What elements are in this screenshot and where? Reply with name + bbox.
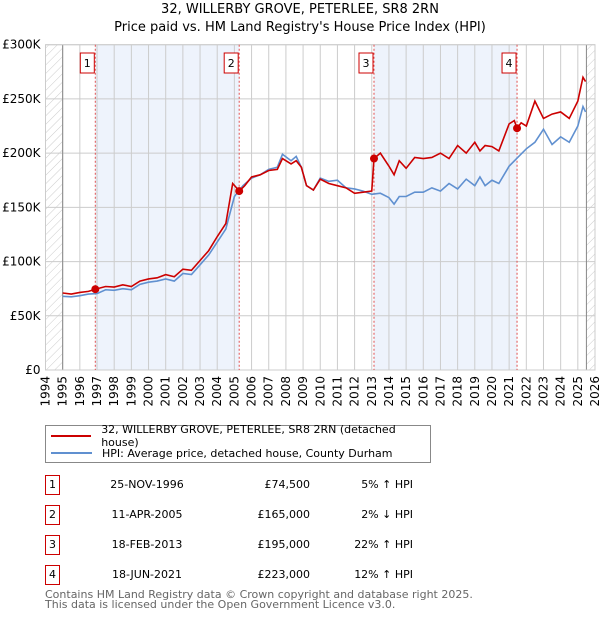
x-tick-label: 2006 bbox=[245, 376, 259, 407]
x-tick-label: 2018 bbox=[451, 376, 465, 407]
sale-number: 3 bbox=[45, 535, 60, 555]
sale-point bbox=[91, 285, 100, 294]
x-tick-label: 2019 bbox=[468, 376, 482, 407]
sale-number-box bbox=[79, 52, 95, 74]
legend-label: 32, WILLERBY GROVE, PETERLEE, SR8 2RN (d… bbox=[101, 423, 396, 449]
footer-line: This data is licensed under the Open Gov… bbox=[45, 598, 396, 611]
sale-number-label: 3 bbox=[362, 57, 369, 70]
hpi-comparison: 22% ↑ HPI bbox=[354, 538, 413, 551]
legend: 32, WILLERBY GROVE, PETERLEE, SR8 2RN (d… bbox=[45, 423, 431, 463]
sale-date: 18-JUN-2021 bbox=[111, 568, 183, 581]
sale-date: 25-NOV-1996 bbox=[110, 478, 184, 491]
sale-row: 3 18-FEB-2013 £195,000 22% ↑ HPI bbox=[45, 535, 445, 555]
plot-border bbox=[45, 44, 596, 371]
x-tick-label: 1999 bbox=[124, 376, 138, 407]
red-line-swatch bbox=[51, 435, 92, 437]
sale-number-label: 4 bbox=[506, 57, 513, 70]
y-tick-label: £100K bbox=[2, 255, 42, 269]
price-chart: 1 2 3 4 1994 1995 1996 1997 1998 1999 2000 2001 2002… bbox=[2, 38, 600, 407]
sale-row: 1 25-NOV-1996 £74,500 5% ↑ HPI bbox=[45, 475, 445, 495]
y-tick-label: £0 bbox=[25, 363, 40, 377]
sale-number-label: 2 bbox=[228, 57, 235, 70]
legend-item-hpi: HPI: Average price, detached house, Coun… bbox=[46, 445, 393, 461]
x-tick-label: 2021 bbox=[502, 376, 516, 407]
sale-number: 2 bbox=[45, 505, 60, 525]
x-tick-label: 2011 bbox=[330, 376, 344, 407]
x-tick-label: 1998 bbox=[107, 376, 121, 407]
footer: Contains HM Land Registry data © Crown c… bbox=[45, 588, 473, 611]
x-tick-label: 1996 bbox=[73, 376, 87, 407]
sale-price: £223,000 bbox=[257, 568, 311, 581]
sale-row: 4 18-JUN-2021 £223,000 12% ↑ HPI bbox=[45, 565, 445, 585]
hpi-comparison: 2% ↓ HPI bbox=[361, 508, 413, 521]
x-tick-label: 2025 bbox=[571, 376, 585, 407]
x-tick-label: 2026 bbox=[588, 376, 600, 407]
x-tick-label: 2013 bbox=[365, 376, 379, 407]
x-tick-label: 2023 bbox=[536, 376, 550, 407]
hpi-comparison: 5% ↑ HPI bbox=[361, 478, 413, 491]
x-tick-label: 1997 bbox=[90, 376, 104, 407]
y-tick-label: £200K bbox=[2, 146, 42, 160]
hpi-line bbox=[62, 104, 587, 298]
sale-row: 2 11-APR-2005 £165,000 2% ↓ HPI bbox=[45, 505, 445, 525]
x-tick-label: 2008 bbox=[279, 376, 293, 407]
x-tick-label: 2001 bbox=[159, 376, 173, 407]
sale-number: 1 bbox=[45, 475, 60, 495]
sale-date: 11-APR-2005 bbox=[111, 508, 183, 521]
legend-item-property: 32, WILLERBY GROVE, PETERLEE, SR8 2RN (d… bbox=[46, 423, 430, 449]
y-tick-label: £150K bbox=[2, 200, 42, 214]
y-tick-label: £300K bbox=[2, 38, 42, 52]
x-tick-label: 2003 bbox=[193, 376, 207, 407]
x-tick-label: 2016 bbox=[416, 376, 430, 407]
x-tick-label: 2012 bbox=[348, 376, 362, 407]
x-tick-label: 2007 bbox=[262, 376, 276, 407]
sale-price: £74,500 bbox=[264, 478, 311, 491]
blue-line-swatch bbox=[51, 452, 92, 454]
chart-subtitle: Price paid vs. HM Land Registry's House … bbox=[114, 20, 486, 35]
x-tick-label: 2020 bbox=[485, 376, 499, 407]
sale-number-box bbox=[501, 52, 517, 74]
footer-line: Contains HM Land Registry data © Crown c… bbox=[45, 588, 473, 601]
x-tick-label: 2024 bbox=[554, 376, 568, 407]
x-tick-label: 2004 bbox=[210, 376, 224, 407]
sale-number: 4 bbox=[45, 565, 60, 585]
sale-price: £195,000 bbox=[257, 538, 311, 551]
x-tick-label: 2010 bbox=[313, 376, 327, 407]
sale-point bbox=[513, 124, 522, 133]
y-tick-label: £250K bbox=[2, 92, 42, 106]
x-tick-label: 2005 bbox=[227, 376, 241, 407]
x-tick-label: 2022 bbox=[519, 376, 533, 407]
sale-price: £165,000 bbox=[257, 508, 311, 521]
sale-date: 18-FEB-2013 bbox=[111, 538, 183, 551]
x-tick-label: 1994 bbox=[39, 376, 53, 407]
x-tick-label: 2017 bbox=[433, 376, 447, 407]
sale-point bbox=[369, 154, 378, 163]
x-tick-label: 2009 bbox=[296, 376, 310, 407]
legend-label: HPI: Average price, detached house, Coun… bbox=[102, 446, 393, 460]
x-tick-label: 2000 bbox=[142, 376, 156, 407]
sale-point bbox=[235, 187, 244, 196]
hpi-comparison: 12% ↑ HPI bbox=[354, 568, 413, 581]
x-tick-label: 1995 bbox=[56, 376, 70, 407]
sale-number-label: 1 bbox=[84, 57, 91, 70]
x-tick-label: 2014 bbox=[382, 376, 396, 407]
sale-number-box bbox=[358, 52, 374, 74]
chart-title: 32, WILLERBY GROVE, PETERLEE, SR8 2RN bbox=[161, 2, 439, 17]
sale-number-box bbox=[223, 52, 239, 74]
property-price-line bbox=[62, 75, 587, 295]
x-tick-label: 2002 bbox=[176, 376, 190, 407]
y-tick-label: £50K bbox=[10, 309, 42, 323]
x-tick-label: 2015 bbox=[399, 376, 413, 407]
